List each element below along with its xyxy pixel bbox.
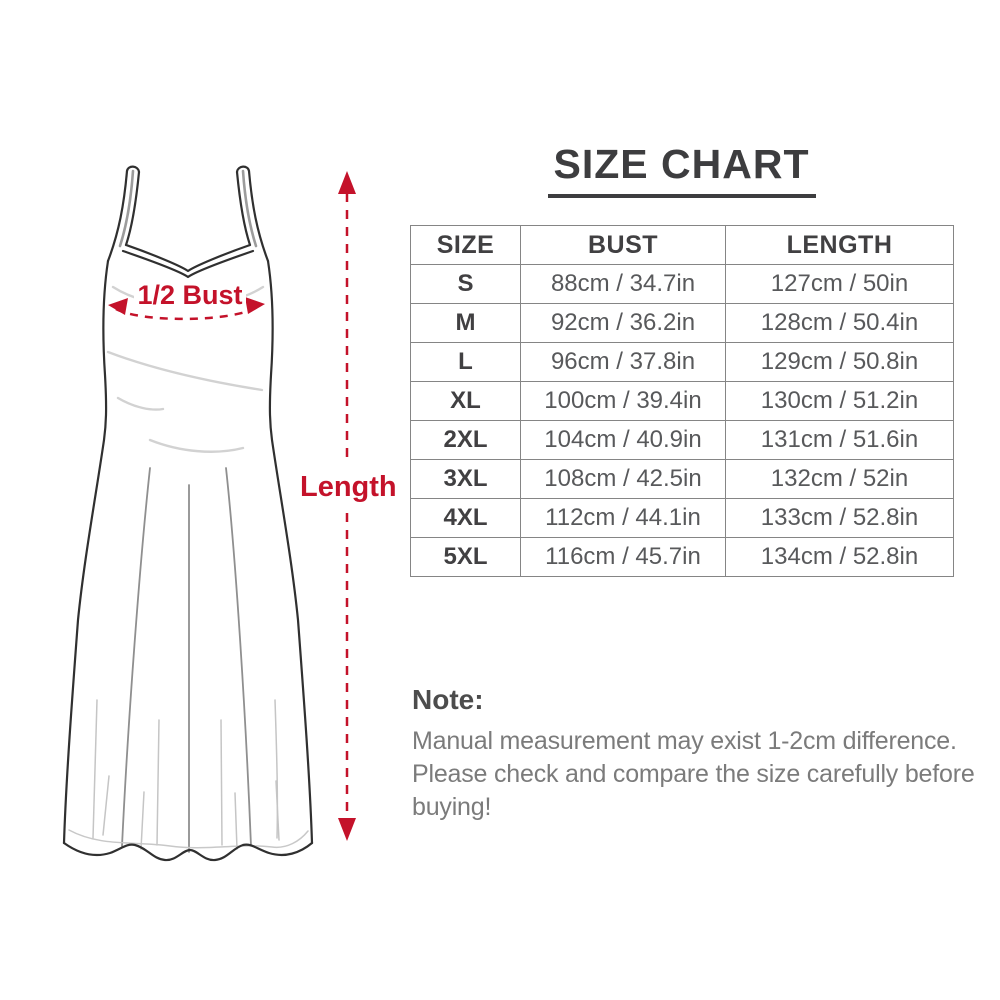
length-value: 132cm / 52in [725, 459, 954, 499]
size-value: L [410, 342, 521, 382]
length-value: 129cm / 50.8in [725, 342, 954, 382]
note-heading: Note: [412, 684, 484, 715]
table-header-row: SIZE BUST LENGTH [410, 225, 954, 265]
bust-value: 96cm / 37.8in [520, 342, 726, 382]
size-value: M [410, 303, 521, 343]
column-header-size: SIZE [410, 225, 521, 265]
dress-outline [62, 165, 314, 862]
length-value: 130cm / 51.2in [725, 381, 954, 421]
column-header-length: LENGTH [725, 225, 954, 265]
table-row: 5XL 116cm / 45.7in 134cm / 52.8in [410, 537, 954, 577]
length-measure-arrow [338, 171, 356, 841]
dress-sketch [62, 165, 356, 862]
table-row: XL 100cm / 39.4in 130cm / 51.2in [410, 381, 954, 421]
column-header-bust: BUST [520, 225, 726, 265]
fabric-creases [106, 285, 265, 453]
table-row: 2XL 104cm / 40.9in 131cm / 51.6in [410, 420, 954, 460]
page-title: SIZE CHART [547, 141, 816, 198]
bust-measure-arrow [108, 297, 265, 321]
note-body: Manual measurement may exist 1-2cm diffe… [412, 727, 975, 821]
length-value: 133cm / 52.8in [725, 498, 954, 538]
size-table: SIZE BUST LENGTH S 88cm / 34.7in 127cm /… [410, 225, 954, 577]
skirt-folds [68, 467, 309, 853]
bust-value: 116cm / 45.7in [520, 537, 726, 577]
title-wrap: SIZE CHART [410, 141, 953, 198]
table-row: 3XL 108cm / 42.5in 132cm / 52in [410, 459, 954, 499]
bust-annotation-label: 1/2 Bust [134, 281, 246, 309]
table-row: 4XL 112cm / 44.1in 133cm / 52.8in [410, 498, 954, 538]
note-block: Note: Manual measurement may exist 1-2cm… [412, 684, 997, 823]
length-value: 128cm / 50.4in [725, 303, 954, 343]
bust-value: 88cm / 34.7in [520, 264, 726, 304]
bust-value: 112cm / 44.1in [520, 498, 726, 538]
table-row: S 88cm / 34.7in 127cm / 50in [410, 264, 954, 304]
size-value: S [410, 264, 521, 304]
strap-shading [118, 169, 258, 248]
table-row: L 96cm / 37.8in 129cm / 50.8in [410, 342, 954, 382]
size-value: XL [410, 381, 521, 421]
length-value: 134cm / 52.8in [725, 537, 954, 577]
size-value: 3XL [410, 459, 521, 499]
size-value: 4XL [410, 498, 521, 538]
bust-value: 92cm / 36.2in [520, 303, 726, 343]
length-value: 127cm / 50in [725, 264, 954, 304]
length-annotation-label: Length [300, 469, 397, 506]
bust-value: 100cm / 39.4in [520, 381, 726, 421]
length-value: 131cm / 51.6in [725, 420, 954, 460]
size-value: 5XL [410, 537, 521, 577]
bust-value: 108cm / 42.5in [520, 459, 726, 499]
bust-value: 104cm / 40.9in [520, 420, 726, 460]
size-value: 2XL [410, 420, 521, 460]
table-row: M 92cm / 36.2in 128cm / 50.4in [410, 303, 954, 343]
